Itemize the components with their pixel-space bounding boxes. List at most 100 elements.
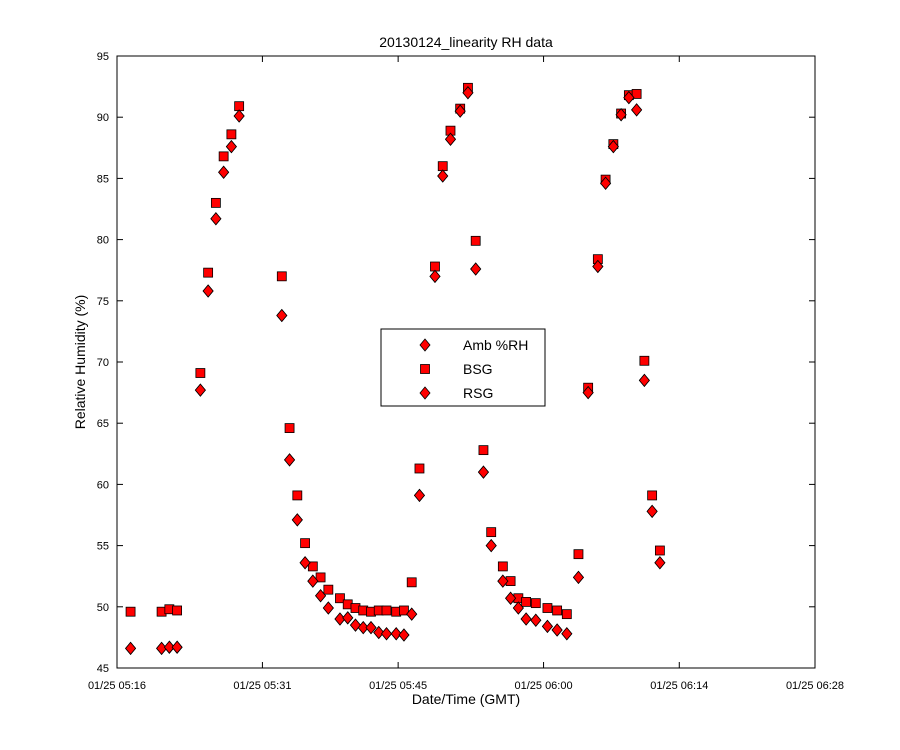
legend-marker [419,338,431,352]
x-tick-label: 01/25 06:00 [514,680,572,692]
data-point [600,176,612,190]
data-point [639,355,650,366]
data-point [638,373,650,387]
data-point [607,139,619,154]
data-point [226,129,237,140]
data-point [654,556,666,570]
data-point [335,593,345,604]
y-tick-label: 45 [97,663,109,675]
data-point [521,597,532,607]
series-rsg [125,86,666,656]
x-tick-label: 01/25 05:45 [369,680,427,692]
data-point [163,640,175,654]
data-point [233,109,245,123]
data-point [292,490,303,501]
data-markers [125,82,666,656]
data-point [203,267,214,278]
legend: Amb %RH BSG RSG [380,328,546,407]
data-point [218,151,229,162]
data-point [171,640,183,654]
legend-label: RSG [463,385,493,401]
data-point [307,561,318,572]
data-point [125,606,136,617]
data-point [406,577,417,588]
data-point [194,383,206,397]
data-point [437,169,449,183]
data-point [462,86,474,100]
data-point [552,605,563,616]
x-tick-label: 01/25 05:31 [233,680,291,692]
data-point [291,513,303,527]
data-point [470,262,482,276]
data-point [542,603,553,613]
data-point [342,611,354,625]
data-point [284,423,295,433]
data-point [647,490,658,501]
data-point [234,101,245,112]
data-point [631,89,642,99]
y-tick-label: 75 [97,296,109,308]
data-point [276,271,287,282]
data-point [322,601,334,615]
data-point [380,627,393,641]
y-axis-label: Relative Humidity (%) [72,295,88,430]
data-point [300,538,310,549]
data-point [218,165,230,179]
data-point [530,598,541,609]
data-point [631,103,643,117]
data-point [615,108,627,122]
chart-title: 20130124_linearity RH data [379,34,553,50]
data-point [654,545,665,556]
data-point [390,627,402,641]
data-point [373,625,385,640]
data-point [497,561,508,572]
data-point [202,284,214,298]
data-point [454,104,466,118]
data-point [561,609,572,620]
data-point [172,605,183,616]
data-point [478,445,489,456]
legend-marker [419,386,431,400]
data-point [381,605,392,616]
data-point [582,385,594,400]
y-tick-label: 65 [97,418,109,430]
data-point [357,620,369,635]
data-point [414,463,425,474]
data-point [195,368,206,378]
data-point [505,591,517,605]
data-point [315,572,326,583]
data-point [437,161,448,172]
data-point [541,619,553,634]
y-tick-label: 80 [97,235,109,247]
legend-marker [420,364,430,374]
data-point [520,612,532,626]
data-point [572,570,584,585]
y-tick-label: 55 [97,541,109,553]
data-point [623,90,635,105]
data-point [430,261,440,272]
data-point [646,504,658,518]
data-point [485,538,497,553]
data-point [444,132,457,146]
data-point [413,488,425,503]
data-point [497,574,509,588]
data-point [210,197,221,208]
y-tick-label: 95 [97,51,109,63]
legend-label: BSG [463,361,493,377]
data-point [349,618,362,632]
data-point [307,574,319,588]
data-point [551,623,563,637]
data-point [125,641,137,656]
data-point [486,527,497,538]
y-tick-label: 70 [97,357,109,369]
data-point [315,589,327,603]
data-point [429,269,441,283]
y-tick-label: 85 [97,173,109,185]
y-tick-label: 50 [97,602,109,614]
data-point [210,212,222,226]
data-point [276,308,288,323]
data-point [299,556,311,570]
y-tick-label: 90 [97,112,109,124]
data-point [561,627,573,641]
